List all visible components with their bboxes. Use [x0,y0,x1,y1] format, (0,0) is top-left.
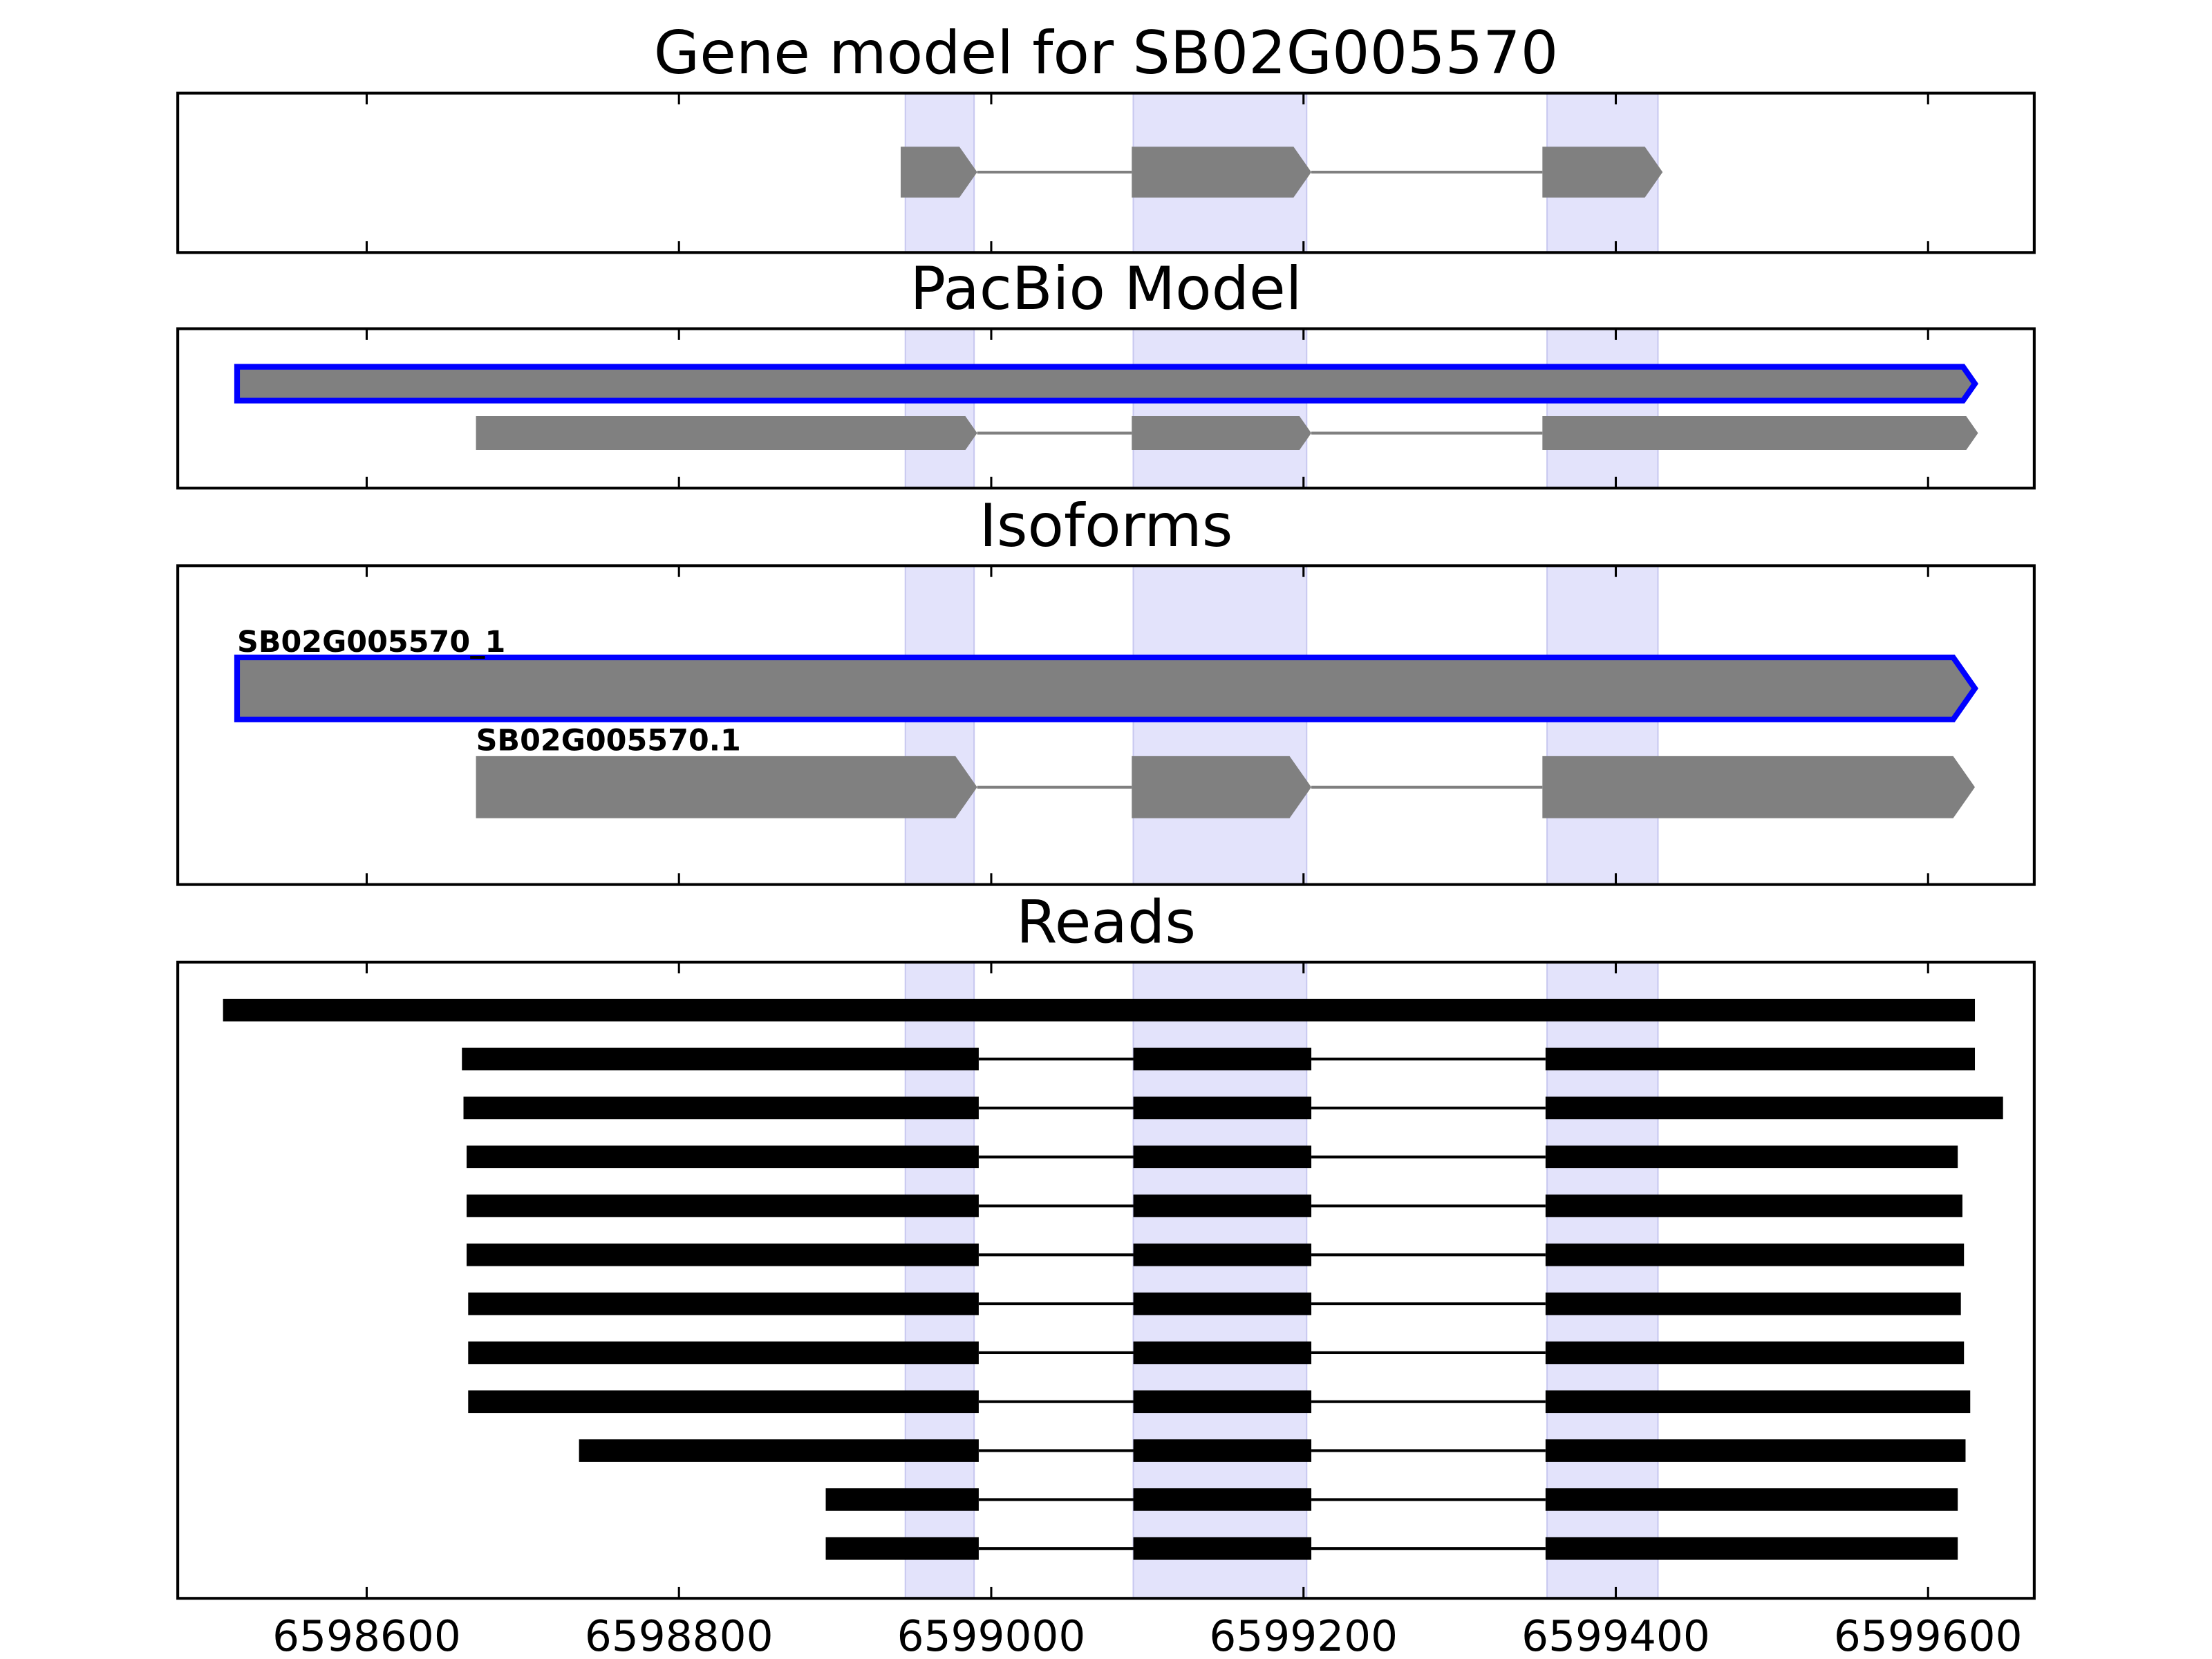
read-block [1545,1292,1961,1315]
read-block [1545,1537,1958,1560]
panel-frame [176,91,2036,254]
read-block [1545,1096,2003,1120]
x-tick-label: 6599000 [897,1612,1086,1659]
panel-frame [176,960,2036,1600]
read-block [1133,1341,1312,1365]
read-block [825,1537,979,1560]
isoform-label: SB02G005570.1 [476,724,741,758]
x-tick-label: 6599200 [1209,1612,1398,1659]
read-block [1545,1145,1958,1168]
panel-title: Gene model for SB02G005570 [654,19,1558,88]
exon-shade [1132,328,1308,489]
read-block [462,1047,979,1071]
read-block [1545,1243,1965,1266]
read-block [1133,1243,1312,1266]
isoform-label: SB02G005570_1 [237,625,505,659]
panel-title: PacBio Model [910,254,1302,324]
x-tick-label: 6599400 [1521,1612,1710,1659]
exon [1542,147,1663,198]
exon-shade [1546,328,1659,489]
read-block [1545,1341,1965,1365]
read-block [1133,1488,1312,1511]
exon-shade [904,565,975,885]
read-block [1133,1145,1312,1168]
read-block [468,1292,979,1315]
exon [234,364,1979,404]
read-block [1133,1047,1312,1071]
exon [1132,756,1312,818]
exon [900,147,977,198]
read-block [1133,1537,1312,1560]
read-block [1545,1439,1966,1462]
exon [1132,147,1312,198]
read-block [1545,1488,1958,1511]
read-block [1545,1047,1976,1071]
x-tick-label: 6599600 [1834,1612,2023,1659]
x-tick-label: 6598600 [272,1612,461,1659]
panel-title: Isoforms [980,491,1233,561]
panel-title: Reads [1016,888,1196,957]
x-tick-label: 6598800 [585,1612,774,1659]
panel-frame [176,564,2036,886]
read-block [1133,1096,1312,1120]
read-block [825,1488,979,1511]
read-block [467,1145,979,1168]
exon [234,654,1979,722]
exon-shade [1132,565,1308,885]
read-block [1133,1390,1312,1414]
read-block [579,1439,979,1462]
exon [1132,416,1312,451]
exon [476,756,977,818]
read-block [463,1096,979,1120]
read-block [1133,1439,1312,1462]
exon [1542,756,1976,818]
exon [476,416,977,451]
exon-shade [1546,565,1659,885]
read-block [468,1390,979,1414]
exon [1542,416,1978,451]
read-block [467,1194,979,1217]
read-block [1545,1194,1962,1217]
read-block [223,998,1976,1022]
exon-shade [904,328,975,489]
read-block [1133,1194,1312,1217]
read-block [467,1243,979,1266]
read-block [1545,1390,1971,1414]
read-block [468,1341,979,1365]
read-block [1133,1292,1312,1315]
panel-frame [176,327,2036,490]
